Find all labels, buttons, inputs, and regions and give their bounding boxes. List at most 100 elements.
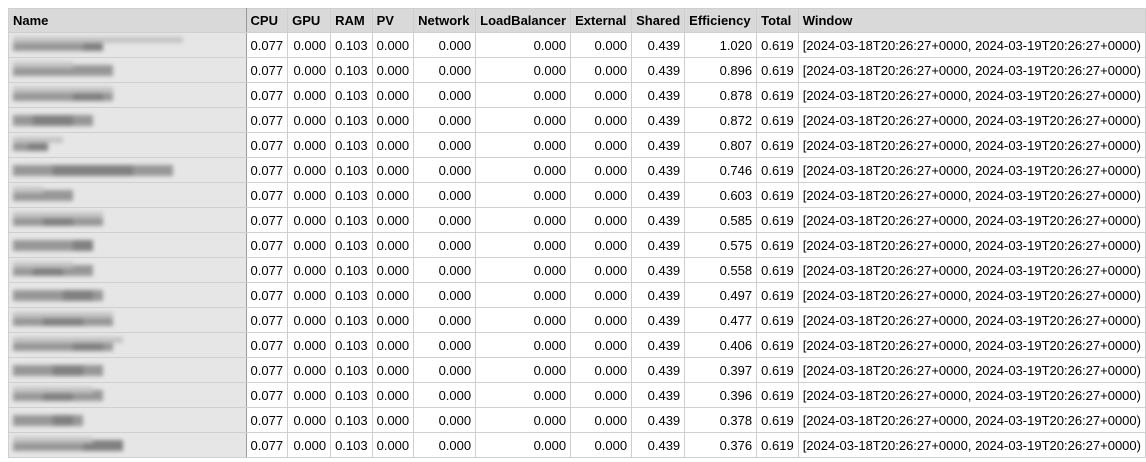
cell-shared[interactable]: 0.439 xyxy=(631,232,686,258)
cell-loadbalancer[interactable]: 0.000 xyxy=(475,332,572,358)
cell-window[interactable]: [2024-03-18T20:26:27+0000, 2024-03-19T20… xyxy=(797,407,1146,433)
cell-efficiency[interactable]: 0.807 xyxy=(684,132,758,158)
cell-efficiency[interactable]: 0.585 xyxy=(684,207,758,233)
cell-network[interactable]: 0.000 xyxy=(413,257,477,283)
cell-cpu[interactable]: 0.077 xyxy=(245,407,289,433)
cell-window[interactable]: [2024-03-18T20:26:27+0000, 2024-03-19T20… xyxy=(797,107,1146,133)
cell-pv[interactable]: 0.000 xyxy=(371,82,415,108)
cell-ram[interactable]: 0.103 xyxy=(330,332,373,358)
cell-pv[interactable]: 0.000 xyxy=(371,432,415,458)
cell-window[interactable]: [2024-03-18T20:26:27+0000, 2024-03-19T20… xyxy=(797,132,1146,158)
cell-efficiency[interactable]: 0.575 xyxy=(684,232,758,258)
cell-gpu[interactable]: 0.000 xyxy=(287,282,332,308)
cell-ram[interactable]: 0.103 xyxy=(330,182,373,208)
cell-window[interactable]: [2024-03-18T20:26:27+0000, 2024-03-19T20… xyxy=(797,357,1146,383)
cell-ram[interactable]: 0.103 xyxy=(330,357,373,383)
cell-total[interactable]: 0.619 xyxy=(756,382,799,408)
table-row[interactable]: 0.077 0.000 0.103 0.000 0.000 0.000 0.000 0.439… xyxy=(8,132,1146,158)
column-header-gpu[interactable]: GPU xyxy=(287,8,332,33)
cell-window[interactable]: [2024-03-18T20:26:27+0000, 2024-03-19T20… xyxy=(797,382,1146,408)
cell-network[interactable]: 0.000 xyxy=(413,307,477,333)
cell-external[interactable]: 0.000 xyxy=(570,282,633,308)
cell-shared[interactable]: 0.439 xyxy=(631,357,686,383)
cell-shared[interactable]: 0.439 xyxy=(631,307,686,333)
cell-efficiency[interactable]: 0.558 xyxy=(684,257,758,283)
cell-cpu[interactable]: 0.077 xyxy=(245,332,289,358)
cell-name-redacted[interactable] xyxy=(8,257,247,283)
table-row[interactable]: 0.077 0.000 0.103 0.000 0.000 0.000 0.000 0.439… xyxy=(8,57,1146,83)
cell-network[interactable]: 0.000 xyxy=(413,107,477,133)
cell-cpu[interactable]: 0.077 xyxy=(245,82,289,108)
cell-external[interactable]: 0.000 xyxy=(570,257,633,283)
cell-loadbalancer[interactable]: 0.000 xyxy=(475,257,572,283)
cell-gpu[interactable]: 0.000 xyxy=(287,232,332,258)
cell-cpu[interactable]: 0.077 xyxy=(245,132,289,158)
cell-external[interactable]: 0.000 xyxy=(570,207,633,233)
cell-pv[interactable]: 0.000 xyxy=(371,207,415,233)
table-row[interactable]: 0.077 0.000 0.103 0.000 0.000 0.000 0.000 0.439… xyxy=(8,182,1146,208)
cell-external[interactable]: 0.000 xyxy=(570,307,633,333)
cell-network[interactable]: 0.000 xyxy=(413,157,477,183)
cell-window[interactable]: [2024-03-18T20:26:27+0000, 2024-03-19T20… xyxy=(797,282,1146,308)
cell-efficiency[interactable]: 0.378 xyxy=(684,407,758,433)
cell-gpu[interactable]: 0.000 xyxy=(287,207,332,233)
cell-gpu[interactable]: 0.000 xyxy=(287,107,332,133)
cell-cpu[interactable]: 0.077 xyxy=(245,257,289,283)
cell-network[interactable]: 0.000 xyxy=(413,382,477,408)
cell-external[interactable]: 0.000 xyxy=(570,132,633,158)
cell-gpu[interactable]: 0.000 xyxy=(287,32,332,58)
cell-cpu[interactable]: 0.077 xyxy=(245,157,289,183)
cell-loadbalancer[interactable]: 0.000 xyxy=(475,182,572,208)
cell-total[interactable]: 0.619 xyxy=(756,132,799,158)
cell-efficiency[interactable]: 0.406 xyxy=(684,332,758,358)
cell-shared[interactable]: 0.439 xyxy=(631,82,686,108)
cell-external[interactable]: 0.000 xyxy=(570,332,633,358)
column-header-ram[interactable]: RAM xyxy=(330,8,373,33)
cell-shared[interactable]: 0.439 xyxy=(631,332,686,358)
cell-ram[interactable]: 0.103 xyxy=(330,107,373,133)
cell-ram[interactable]: 0.103 xyxy=(330,32,373,58)
cell-pv[interactable]: 0.000 xyxy=(371,332,415,358)
cell-network[interactable]: 0.000 xyxy=(413,332,477,358)
cell-ram[interactable]: 0.103 xyxy=(330,132,373,158)
cell-loadbalancer[interactable]: 0.000 xyxy=(475,432,572,458)
cell-network[interactable]: 0.000 xyxy=(413,132,477,158)
cell-external[interactable]: 0.000 xyxy=(570,157,633,183)
cell-pv[interactable]: 0.000 xyxy=(371,32,415,58)
cell-window[interactable]: [2024-03-18T20:26:27+0000, 2024-03-19T20… xyxy=(797,32,1146,58)
cell-cpu[interactable]: 0.077 xyxy=(245,207,289,233)
cell-ram[interactable]: 0.103 xyxy=(330,307,373,333)
cell-total[interactable]: 0.619 xyxy=(756,257,799,283)
cell-network[interactable]: 0.000 xyxy=(413,182,477,208)
cell-shared[interactable]: 0.439 xyxy=(631,407,686,433)
cell-external[interactable]: 0.000 xyxy=(570,232,633,258)
cell-ram[interactable]: 0.103 xyxy=(330,232,373,258)
cell-total[interactable]: 0.619 xyxy=(756,82,799,108)
cell-pv[interactable]: 0.000 xyxy=(371,232,415,258)
cell-total[interactable]: 0.619 xyxy=(756,57,799,83)
cell-pv[interactable]: 0.000 xyxy=(371,382,415,408)
cell-name-redacted[interactable] xyxy=(8,407,247,433)
cell-shared[interactable]: 0.439 xyxy=(631,257,686,283)
column-header-name[interactable]: Name xyxy=(8,8,247,33)
cell-shared[interactable]: 0.439 xyxy=(631,282,686,308)
cell-window[interactable]: [2024-03-18T20:26:27+0000, 2024-03-19T20… xyxy=(797,332,1146,358)
cell-pv[interactable]: 0.000 xyxy=(371,407,415,433)
cell-name-redacted[interactable] xyxy=(8,232,247,258)
cell-name-redacted[interactable] xyxy=(8,157,247,183)
cell-ram[interactable]: 0.103 xyxy=(330,57,373,83)
cell-loadbalancer[interactable]: 0.000 xyxy=(475,57,572,83)
cell-cpu[interactable]: 0.077 xyxy=(245,182,289,208)
cell-window[interactable]: [2024-03-18T20:26:27+0000, 2024-03-19T20… xyxy=(797,232,1146,258)
cell-efficiency[interactable]: 0.603 xyxy=(684,182,758,208)
cell-gpu[interactable]: 0.000 xyxy=(287,332,332,358)
cell-name-redacted[interactable] xyxy=(8,182,247,208)
column-header-shared[interactable]: Shared xyxy=(631,8,686,33)
cell-gpu[interactable]: 0.000 xyxy=(287,182,332,208)
cell-total[interactable]: 0.619 xyxy=(756,232,799,258)
cell-window[interactable]: [2024-03-18T20:26:27+0000, 2024-03-19T20… xyxy=(797,57,1146,83)
cell-shared[interactable]: 0.439 xyxy=(631,207,686,233)
cell-gpu[interactable]: 0.000 xyxy=(287,57,332,83)
cell-network[interactable]: 0.000 xyxy=(413,57,477,83)
cell-shared[interactable]: 0.439 xyxy=(631,382,686,408)
